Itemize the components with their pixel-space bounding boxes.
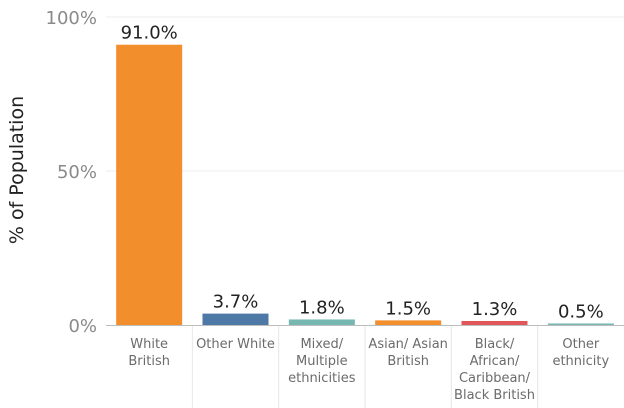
data-label: 3.7% — [213, 292, 259, 313]
bar — [461, 320, 528, 325]
y-axis: 0% 50% 100% — [46, 8, 97, 337]
x-tick-label: Other — [562, 337, 600, 352]
x-tick-label: Multiple — [296, 354, 348, 369]
x-tick-label: Mixed/ — [300, 337, 343, 352]
y-tick-label: 0% — [68, 316, 97, 337]
data-labels: 91.0% 3.7% 1.8% 1.5% 1.3% 0.5% — [121, 23, 604, 323]
x-tick-label: British — [387, 354, 429, 369]
x-tick-label: White — [130, 337, 168, 352]
x-axis: White British Other White Mixed/Multiple eth… — [128, 326, 610, 408]
x-tick-label: Black/ — [475, 337, 515, 352]
y-axis-title: % of Population — [6, 96, 28, 244]
data-label: 1.3% — [472, 299, 518, 320]
bar — [547, 323, 614, 325]
data-label: 1.5% — [385, 298, 431, 319]
x-tick-label: Caribbean/ — [459, 371, 531, 386]
data-label: 91.0% — [121, 23, 178, 44]
bars — [116, 44, 614, 325]
data-label: 1.8% — [299, 297, 345, 318]
x-tick-label: ethnicity — [552, 354, 609, 369]
y-tick-label: 100% — [46, 8, 97, 29]
bar — [116, 44, 183, 325]
x-tick-label: African/ — [470, 354, 520, 369]
x-tick-label: ethnicities — [288, 371, 356, 386]
gridlines — [106, 16, 624, 326]
bar — [202, 313, 269, 325]
x-tick-label: Black British — [454, 388, 535, 403]
data-label: 0.5% — [558, 301, 604, 322]
y-tick-label: 50% — [57, 162, 97, 183]
x-tick-label: Asian/ Asian — [368, 337, 447, 352]
bar — [375, 320, 442, 325]
bar — [288, 319, 355, 325]
x-tick-label: Other White — [196, 337, 275, 352]
x-tick-label: British — [128, 354, 170, 369]
